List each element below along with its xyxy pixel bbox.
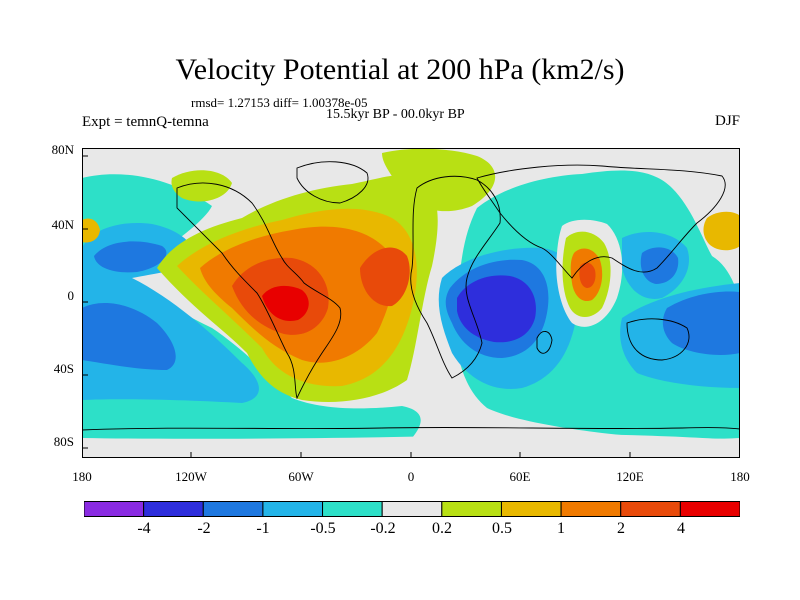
colorbar-box-5 <box>381 501 443 517</box>
contour-darkorange-atlantic <box>360 247 410 307</box>
lat-tick-80s: 80S <box>53 434 74 449</box>
colorbar-label-9: 4 <box>677 520 685 537</box>
coastlines <box>82 161 740 431</box>
lat-tick-40n: 40N <box>51 217 74 232</box>
colorbar-box-7 <box>500 501 562 517</box>
season-label: DJF <box>714 113 740 129</box>
stats-line: rmsd= 1.27153 diff= 1.00378e-05 <box>191 95 368 110</box>
contour-grey-arctic <box>82 148 740 157</box>
map-title: Velocity Potential at 200 hPa (km2/s) <box>175 53 625 86</box>
colorbar-box-0 <box>84 501 145 517</box>
colorbar-label-7: 1 <box>557 520 565 537</box>
contour-darkblue-pacific-s <box>82 303 176 370</box>
contour-darkorange-asia <box>579 262 596 288</box>
colorbar-label-5: 0.2 <box>432 520 452 537</box>
contour-grey-antarctic <box>82 434 740 458</box>
colorbar-box-1 <box>143 501 204 517</box>
colorbar-label-4: -0.2 <box>370 520 396 537</box>
colorbar <box>84 501 740 517</box>
contour-darkblue-pacific-n <box>94 241 167 273</box>
colorbar-label-3: -0.5 <box>310 520 336 537</box>
lon-tick-60e: 60E <box>509 469 531 484</box>
contour-yellow-dateline <box>703 211 740 251</box>
lat-tick-40s: 40S <box>53 361 74 376</box>
colorbar-box-6 <box>441 501 502 517</box>
colorbar-label-2: -1 <box>256 520 270 537</box>
contour-yellow-dateline-west <box>82 218 100 243</box>
contour-yellowgreen-europe <box>382 148 496 212</box>
colorbar-box-10 <box>679 501 740 517</box>
colorbar-box-9 <box>620 501 681 517</box>
colorbar-box-8 <box>560 501 622 517</box>
map-ticks <box>82 155 631 458</box>
lon-tick-0: 0 <box>407 469 415 484</box>
colorbar-label-6: 0.5 <box>492 520 512 537</box>
experiment-label: Expt = temnQ-temna <box>82 114 209 130</box>
lat-tick-80n: 80N <box>51 142 74 157</box>
lon-tick-60w: 60W <box>288 469 314 484</box>
contour-yellowgreen-greenland <box>171 170 232 202</box>
colorbar-box-4 <box>322 501 383 517</box>
contour-darkblue-southpacific <box>662 291 740 355</box>
colorbar-label-0: -4 <box>137 520 151 537</box>
lon-tick-180w: 180 <box>72 469 92 484</box>
colorbar-label-1: -2 <box>197 520 211 537</box>
lat-tick-0: 0 <box>67 288 75 303</box>
lon-tick-120e: 120E <box>616 469 644 484</box>
colorbar-box-2 <box>202 501 264 517</box>
lon-tick-120w: 120W <box>175 469 207 484</box>
velocity-potential-map <box>82 148 740 458</box>
colorbar-label-8: 2 <box>617 520 625 537</box>
period-label: 15.5kyr BP - 00.0kyr BP <box>326 107 465 122</box>
contour-red-americas <box>262 285 309 321</box>
lon-tick-180e: 180 <box>730 469 750 484</box>
colorbar-box-3 <box>262 501 324 517</box>
